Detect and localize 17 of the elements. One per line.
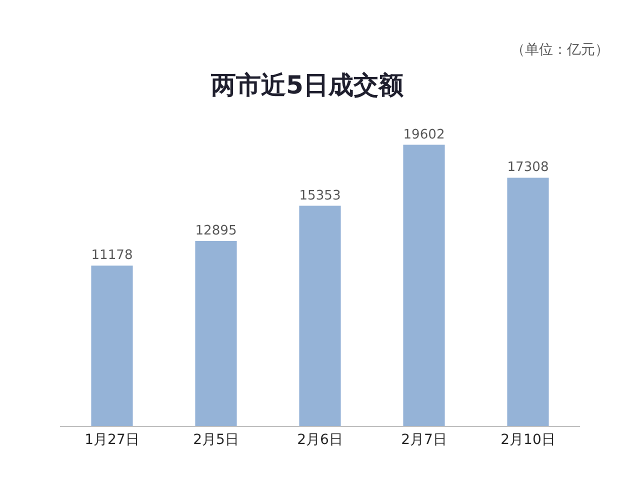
data-label: 11178 — [91, 248, 133, 264]
bar — [91, 266, 133, 426]
data-label: 12895 — [195, 224, 237, 239]
data-label: 15353 — [299, 188, 341, 204]
bar — [195, 241, 237, 426]
data-label: 17308 — [507, 160, 549, 176]
x-tick-label: 2月5日 — [193, 432, 239, 448]
x-tick-label: 2月7日 — [401, 432, 447, 448]
bar — [507, 178, 549, 426]
text: （单位：亿元） — [511, 42, 609, 58]
x-tick-label: 1月27日 — [84, 432, 140, 448]
data-label: 19602 — [403, 127, 445, 142]
bar — [403, 144, 445, 426]
x-tick-label: 2月6日 — [297, 432, 343, 448]
x-tick-label: 2月10日 — [500, 432, 556, 448]
chart-title: 两市近5日成交额 — [210, 70, 404, 100]
bar — [299, 206, 341, 426]
